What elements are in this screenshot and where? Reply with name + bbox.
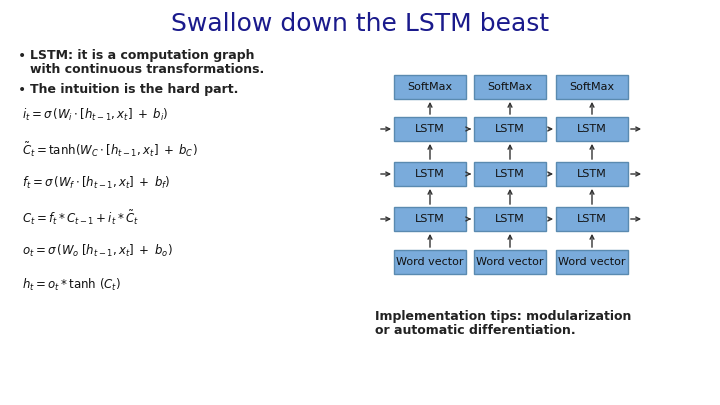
Text: $\tilde{C}_t = \tanh(W_C \cdot [h_{t-1}, x_t]\; +\; b_C)$: $\tilde{C}_t = \tanh(W_C \cdot [h_{t-1},…	[22, 141, 198, 160]
Text: SoftMax: SoftMax	[487, 82, 533, 92]
FancyBboxPatch shape	[474, 117, 546, 141]
FancyBboxPatch shape	[394, 250, 466, 274]
Text: LSTM: LSTM	[577, 124, 607, 134]
Text: LSTM: LSTM	[577, 214, 607, 224]
Text: $f_t = \sigma\,(W_f \cdot [h_{t-1}, x_t]\; +\; b_f)$: $f_t = \sigma\,(W_f \cdot [h_{t-1}, x_t]…	[22, 175, 171, 191]
FancyBboxPatch shape	[556, 207, 628, 231]
Text: Implementation tips: modularization: Implementation tips: modularization	[375, 310, 631, 323]
Text: Swallow down the LSTM beast: Swallow down the LSTM beast	[171, 12, 549, 36]
FancyBboxPatch shape	[394, 75, 466, 99]
Text: LSTM: LSTM	[415, 169, 445, 179]
FancyBboxPatch shape	[394, 207, 466, 231]
Text: Word vector: Word vector	[396, 257, 464, 267]
Text: $C_t = f_t * C_{t-1} + i_t * \tilde{C}_t$: $C_t = f_t * C_{t-1} + i_t * \tilde{C}_t…	[22, 209, 139, 228]
Text: LSTM: LSTM	[495, 124, 525, 134]
FancyBboxPatch shape	[556, 162, 628, 186]
Text: $i_t = \sigma\,(W_i \cdot [h_{t-1}, x_t]\; +\; b_i)$: $i_t = \sigma\,(W_i \cdot [h_{t-1}, x_t]…	[22, 107, 168, 123]
FancyBboxPatch shape	[474, 207, 546, 231]
FancyBboxPatch shape	[556, 250, 628, 274]
Text: $o_t = \sigma\,(W_o\; [h_{t-1}, x_t]\; +\; b_o)$: $o_t = \sigma\,(W_o\; [h_{t-1}, x_t]\; +…	[22, 243, 173, 259]
FancyBboxPatch shape	[474, 162, 546, 186]
Text: •: •	[18, 49, 26, 63]
Text: LSTM: LSTM	[495, 169, 525, 179]
Text: LSTM: LSTM	[495, 214, 525, 224]
FancyBboxPatch shape	[474, 250, 546, 274]
FancyBboxPatch shape	[556, 75, 628, 99]
FancyBboxPatch shape	[556, 117, 628, 141]
Text: LSTM: LSTM	[415, 214, 445, 224]
Text: LSTM: it is a computation graph: LSTM: it is a computation graph	[30, 49, 254, 62]
Text: with continuous transformations.: with continuous transformations.	[30, 63, 264, 76]
Text: SoftMax: SoftMax	[570, 82, 615, 92]
Text: or automatic differentiation.: or automatic differentiation.	[375, 324, 575, 337]
Text: LSTM: LSTM	[577, 169, 607, 179]
FancyBboxPatch shape	[394, 117, 466, 141]
Text: The intuition is the hard part.: The intuition is the hard part.	[30, 83, 238, 96]
Text: SoftMax: SoftMax	[408, 82, 453, 92]
Text: LSTM: LSTM	[415, 124, 445, 134]
FancyBboxPatch shape	[394, 162, 466, 186]
FancyBboxPatch shape	[474, 75, 546, 99]
Text: Word vector: Word vector	[558, 257, 626, 267]
Text: •: •	[18, 83, 26, 97]
Text: $h_t = o_t * \tanh\,(C_t)$: $h_t = o_t * \tanh\,(C_t)$	[22, 277, 121, 293]
Text: Word vector: Word vector	[476, 257, 544, 267]
